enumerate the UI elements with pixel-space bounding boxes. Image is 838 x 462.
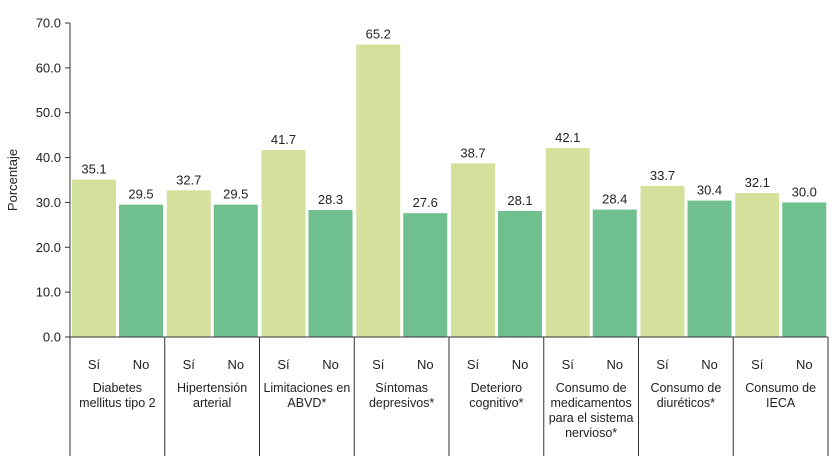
group-label: Consumo de — [650, 381, 721, 395]
category-sub-label: Sí — [562, 357, 575, 372]
group-label: IECA — [766, 396, 796, 410]
bar-no — [498, 210, 542, 337]
bar-si — [166, 190, 211, 337]
y-axis-title: Porcentaje — [5, 149, 20, 211]
category-sub-label: No — [796, 357, 813, 372]
category-sub-label: Sí — [183, 357, 196, 372]
category-sub-label: Sí — [277, 357, 290, 372]
bar-si — [356, 44, 401, 337]
category-sub-label: No — [701, 357, 718, 372]
group-label: Limitaciones en — [263, 381, 350, 395]
bar-si — [72, 179, 116, 337]
group-label: Consumo de — [745, 381, 816, 395]
y-tick-label: 20.0 — [36, 240, 61, 255]
y-tick-label: 50.0 — [36, 105, 61, 120]
y-tick-label: 40.0 — [36, 150, 61, 165]
bar-no — [213, 204, 258, 337]
group-label: medicamentos — [550, 396, 631, 410]
value-label: 38.7 — [460, 145, 485, 160]
value-label: 32.7 — [176, 172, 201, 187]
value-label: 35.1 — [81, 162, 106, 177]
y-tick-label: 10.0 — [36, 285, 61, 300]
group-label: Deterioro — [471, 381, 522, 395]
category-sub-label: Sí — [372, 357, 385, 372]
y-tick-label: 30.0 — [36, 195, 61, 210]
bar-no — [119, 204, 163, 337]
value-label: 29.5 — [223, 187, 248, 202]
group-label: cognitivo* — [469, 396, 523, 410]
category-sub-label: Sí — [751, 357, 764, 372]
value-label: 30.0 — [792, 184, 817, 199]
category-sub-label: No — [322, 357, 339, 372]
category-sub-label: No — [512, 357, 529, 372]
group-label: Síntomas — [375, 381, 428, 395]
group-label: Consumo de — [556, 381, 627, 395]
category-sub-label: Sí — [656, 357, 669, 372]
value-label: 33.7 — [650, 168, 675, 183]
bar-si — [261, 149, 306, 337]
value-label: 65.2 — [366, 27, 391, 42]
group-label: ABVD* — [287, 396, 326, 410]
bars-layer — [72, 44, 827, 337]
group-label: mellitus tipo 2 — [79, 396, 155, 410]
value-label: 27.6 — [413, 195, 438, 210]
category-sub-label: No — [227, 357, 244, 372]
category-sub-label: Sí — [88, 357, 101, 372]
labels-layer: 0.0 10.0 20.0 30.0 40.0 50.0 60.0 70.0 35.1 Sí 29.… — [36, 16, 817, 441]
value-label: 28.3 — [318, 192, 343, 207]
value-label: 41.7 — [271, 132, 296, 147]
value-label: 28.1 — [507, 193, 532, 208]
category-sub-label: No — [133, 357, 150, 372]
value-label: 29.5 — [128, 187, 153, 202]
value-label: 42.1 — [555, 130, 580, 145]
category-sub-label: No — [417, 357, 434, 372]
bar-si — [545, 148, 590, 337]
bar-no — [687, 200, 732, 337]
y-tick-label: 60.0 — [36, 60, 61, 75]
y-tick-label: 0.0 — [43, 330, 61, 345]
bar-no — [592, 209, 637, 337]
bar-no — [782, 202, 827, 337]
category-sub-label: No — [606, 357, 623, 372]
y-tick-label: 70.0 — [36, 16, 61, 31]
group-label: Diabetes — [93, 381, 142, 395]
bar-si — [735, 193, 780, 337]
bar-no — [308, 210, 353, 337]
value-label: 30.4 — [697, 183, 722, 198]
group-label: nervioso* — [565, 426, 617, 440]
bar-si — [640, 185, 685, 337]
group-label: arterial — [193, 396, 231, 410]
value-label: 32.1 — [745, 175, 770, 190]
category-sub-label: Sí — [467, 357, 480, 372]
group-label: depresivos* — [369, 396, 434, 410]
value-label: 28.4 — [602, 192, 627, 207]
axis-layer — [65, 22, 829, 456]
group-label: Hipertensión — [177, 381, 247, 395]
group-label: para el sistema — [549, 411, 634, 425]
bar-si — [451, 163, 495, 337]
bar-no — [403, 213, 448, 337]
group-label: diuréticos* — [657, 396, 715, 410]
